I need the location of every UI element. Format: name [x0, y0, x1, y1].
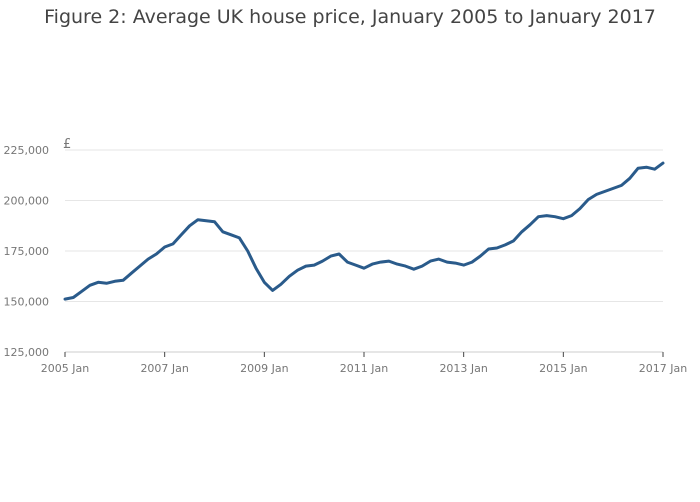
x-tick-label: 2011 Jan [340, 362, 388, 375]
x-tick-label: 2015 Jan [539, 362, 587, 375]
x-tick-label: 2009 Jan [240, 362, 288, 375]
chart-title: Figure 2: Average UK house price, Januar… [44, 6, 656, 28]
y-axis: 125,000 150,000 175,000 200,000 225,000 [4, 144, 50, 359]
y-unit-label: £ [63, 137, 71, 152]
y-tick-label: 125,000 [4, 346, 50, 359]
x-tick-label: 2013 Jan [439, 362, 487, 375]
y-tick-label: 200,000 [4, 195, 50, 208]
y-tick-label: 175,000 [4, 245, 50, 258]
x-tick-label: 2007 Jan [140, 362, 188, 375]
x-tick-label: 2017 Jan [639, 362, 687, 375]
x-axis: 2005 Jan 2007 Jan 2009 Jan 2011 Jan 2013 Jan… [41, 351, 687, 375]
y-tick-label: 150,000 [4, 296, 50, 309]
y-tick-label: 225,000 [4, 144, 50, 157]
gridlines [65, 149, 663, 302]
series-line [63, 161, 665, 301]
x-tick-label: 2005 Jan [41, 362, 89, 375]
series-group [63, 161, 665, 301]
